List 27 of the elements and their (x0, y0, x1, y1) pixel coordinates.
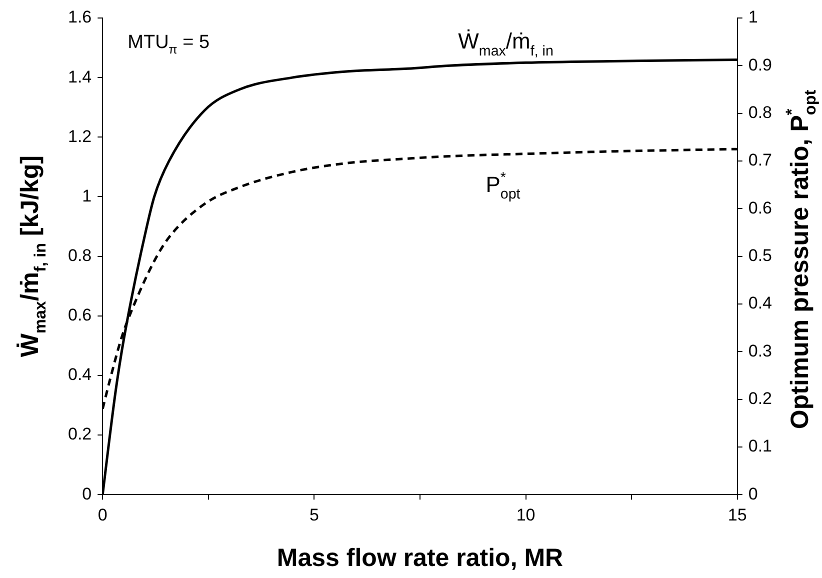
y-tick-label: 0.6 (68, 306, 92, 325)
y-tick-label: 1.4 (68, 67, 92, 86)
y2-tick-label: 1 (748, 8, 758, 27)
y-tick-label: 0 (82, 484, 92, 504)
y-tick-label: 1.2 (68, 126, 92, 146)
y2-tick-label: 0.7 (748, 150, 772, 170)
y-axis-title: Ẇmax/ṁf, in [kJ/kg] (16, 155, 50, 358)
y2-tick-label: 0.5 (748, 246, 772, 265)
y2-tick-label: 0.3 (748, 341, 772, 360)
y2-tick-label: 0.2 (748, 388, 772, 408)
x-tick-label: 5 (309, 505, 319, 524)
x-axis-title: Mass flow rate ratio, MR (276, 544, 564, 572)
y-tick-label: 0.8 (68, 246, 92, 265)
x-tick-label: 10 (516, 505, 536, 524)
y2-tick-label: 0 (748, 484, 758, 504)
y2-tick-label: 0.9 (748, 55, 772, 74)
y2-tick-label: 0.6 (748, 198, 772, 218)
y-tick-label: 1 (82, 186, 92, 206)
y2-axis-title: Optimum pressure ratio, P*opt (782, 89, 820, 430)
x-tick-label: 15 (728, 505, 747, 524)
y-tick-label: 0.4 (68, 365, 92, 384)
y2-tick-label: 0.4 (748, 294, 772, 313)
y2-tick-label: 0.8 (748, 103, 772, 122)
y-tick-label: 1.6 (68, 8, 92, 27)
x-tick-label: 0 (98, 505, 108, 524)
y-tick-label: 0.2 (68, 424, 92, 444)
y2-tick-label: 0.1 (748, 436, 772, 456)
